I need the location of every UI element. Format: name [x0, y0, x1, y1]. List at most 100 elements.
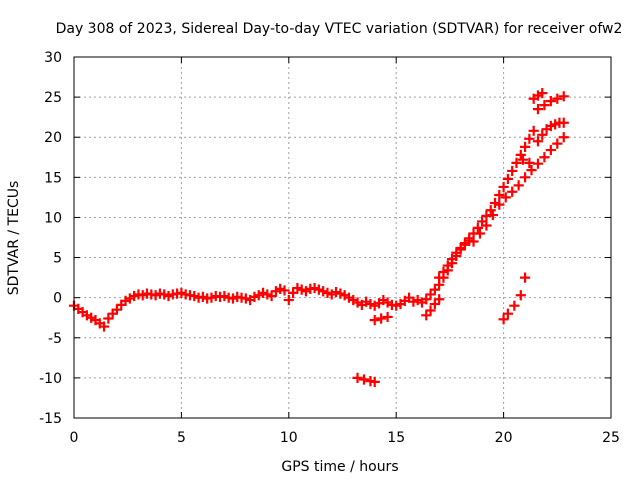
data-point [279, 285, 290, 296]
data-point [545, 96, 556, 107]
data-point [464, 235, 475, 246]
data-point [513, 180, 524, 191]
x-tick-label: 15 [387, 430, 405, 446]
x-tick-label: 25 [602, 430, 620, 446]
data-point [309, 282, 320, 294]
y-tick-label: 25 [44, 90, 62, 106]
data-point [429, 284, 440, 295]
data-point [425, 289, 436, 300]
data-point [532, 104, 544, 115]
data-point [550, 119, 561, 130]
y-tick-label: 10 [44, 210, 62, 226]
data-point [494, 199, 505, 210]
data-point [477, 216, 488, 227]
data-point [408, 296, 419, 307]
data-point [318, 286, 329, 297]
x-axis-label: GPS time / hours [281, 459, 398, 475]
data-point [322, 287, 333, 298]
data-point [382, 311, 393, 323]
y-tick-label: 20 [44, 130, 62, 146]
data-point [487, 209, 498, 221]
data-point [425, 305, 436, 316]
data-point [507, 165, 518, 177]
data-point [537, 129, 548, 140]
data-point [502, 173, 513, 185]
data-point [537, 88, 548, 99]
data-point [358, 374, 370, 385]
data-point [498, 181, 509, 193]
x-tick-label: 10 [280, 430, 298, 446]
data-point [206, 292, 217, 303]
data-point [296, 284, 307, 295]
data-point [352, 372, 363, 383]
data-point [515, 290, 526, 301]
data-point [519, 172, 531, 183]
data-point [509, 300, 520, 311]
plot-frame [73, 56, 612, 419]
data-point [500, 192, 511, 203]
data-point [434, 272, 445, 283]
x-axis-ticks: 0 5 10 15 20 25 [70, 57, 620, 446]
data-point [481, 220, 492, 231]
data-point [98, 321, 110, 332]
data-point [498, 314, 509, 325]
data-point [376, 313, 387, 324]
y-tick-label: 15 [44, 170, 62, 186]
data-point [459, 239, 471, 250]
y-tick-label: -10 [39, 371, 62, 387]
data-point [442, 260, 453, 271]
data-point [111, 304, 123, 315]
data-point [176, 287, 187, 298]
data-point [159, 289, 170, 300]
data-point [266, 290, 277, 302]
data-point [103, 313, 114, 324]
data-point [240, 293, 251, 304]
data-point [287, 287, 299, 298]
data-point [532, 158, 544, 169]
x-tick-label: 5 [177, 430, 186, 446]
x-tick-label: 20 [495, 430, 513, 446]
data-point [421, 310, 432, 321]
y-axis-ticks: -15 -10 -5 0 5 10 15 20 25 30 [39, 50, 611, 427]
data-point [511, 157, 522, 168]
data-point [227, 293, 239, 304]
data-point [519, 272, 531, 283]
data-point [524, 133, 535, 144]
data-point [283, 294, 294, 306]
chart-title: Day 308 of 2023, Sidereal Day-to-day VTE… [56, 21, 623, 37]
data-point [558, 91, 569, 102]
data-point [335, 288, 346, 299]
data-point [197, 291, 208, 302]
data-point [421, 294, 432, 305]
data-point [472, 222, 483, 233]
y-tick-label: 30 [44, 50, 62, 66]
data-point [107, 308, 118, 319]
data-point [403, 292, 415, 303]
data-point [429, 298, 440, 310]
data-point [558, 132, 569, 143]
data-point [526, 165, 537, 176]
data-point [507, 186, 518, 197]
data-point [528, 125, 539, 136]
y-tick-label: -5 [48, 331, 62, 347]
data-point [474, 228, 486, 239]
data-point [438, 266, 449, 278]
grid [74, 57, 611, 418]
y-tick-label: -15 [39, 411, 62, 427]
data-point [524, 157, 535, 168]
data-point [539, 100, 550, 111]
data-point [451, 247, 462, 258]
x-tick-label: 0 [70, 430, 79, 446]
data-points [68, 88, 569, 387]
data-point [545, 144, 556, 156]
data-point [489, 197, 501, 209]
data-point [552, 93, 563, 104]
data-point [369, 315, 380, 326]
y-tick-label: 5 [53, 251, 62, 267]
data-point [519, 141, 531, 152]
data-point [517, 154, 529, 165]
data-point [219, 290, 230, 302]
data-point [163, 290, 174, 302]
y-axis-label: SDTVAR / TECUs [6, 181, 22, 296]
y-tick-label: 0 [53, 291, 62, 307]
